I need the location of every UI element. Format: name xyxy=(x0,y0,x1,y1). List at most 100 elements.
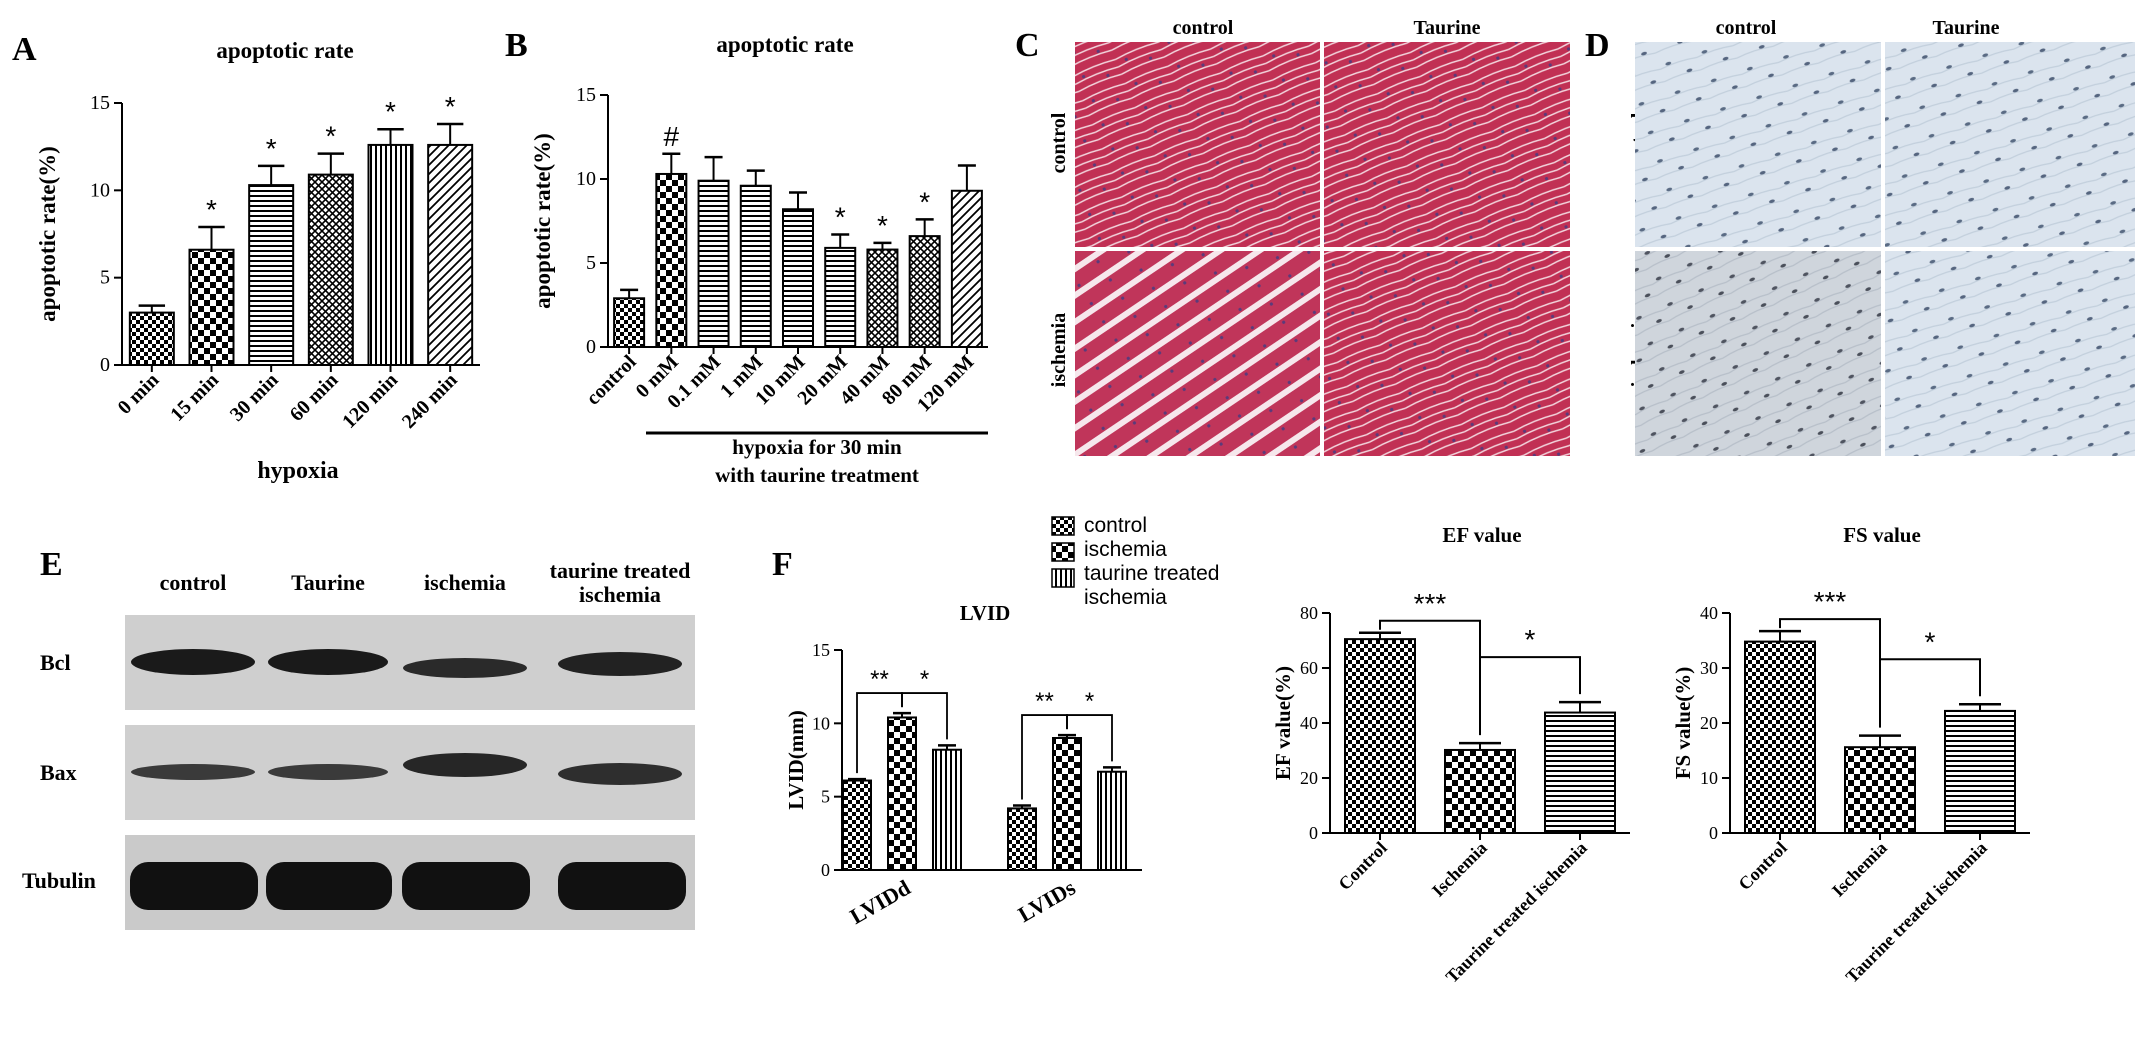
blot-band-bax-control xyxy=(131,764,255,780)
micrograph-ihc-control-control xyxy=(1635,42,1881,247)
significance-marker: * xyxy=(877,210,888,241)
micrograph-he-control-ischemia xyxy=(1075,251,1320,456)
legend-label: taurine treated xyxy=(1084,562,1219,585)
y-tick-label: 0 xyxy=(1709,823,1718,843)
bar xyxy=(188,248,235,366)
blot-band-bcl-taurine xyxy=(268,649,388,675)
x-tick-label: Control xyxy=(1734,838,1790,894)
bar xyxy=(128,311,175,367)
chart-f-ef-value: 0 20 40 60 80 EF value EF value(%) Control Ische… xyxy=(1271,523,1630,987)
bar xyxy=(1052,737,1082,871)
panel-letter-c: C xyxy=(1015,27,1040,64)
significance-label: * xyxy=(1085,688,1094,715)
y-tick-label: 20 xyxy=(1700,713,1718,733)
panel-letter-f: F xyxy=(772,546,793,583)
bar xyxy=(367,143,414,366)
micrograph-ihc-control-ischemia xyxy=(1635,251,1881,456)
legend-label: ischemia xyxy=(1084,586,1167,609)
significance-label: * xyxy=(1525,624,1536,655)
bar xyxy=(950,189,983,348)
bar xyxy=(613,297,646,348)
y-tick-label: 0 xyxy=(586,336,596,358)
panel-d-col-label-control: control xyxy=(1716,17,1777,39)
y-tick-label: 15 xyxy=(812,640,830,660)
bar xyxy=(1097,770,1127,872)
chart-a-apoptotic-rate-hypoxia: 0 5 10 15 apoptotic rate apoptotic rate(%) 0 m… xyxy=(35,38,480,484)
blot-band-bax-ischemia xyxy=(403,753,527,777)
bar xyxy=(782,208,814,348)
y-tick-label: 0 xyxy=(100,354,110,376)
blot-band-tubulin-taurine xyxy=(266,862,392,910)
y-tick-label: 40 xyxy=(1700,603,1718,623)
y-tick-label: 0 xyxy=(1309,823,1318,843)
y-tick-label: 10 xyxy=(90,179,110,201)
y-axis-label: FS value(%) xyxy=(1671,667,1695,780)
legend-label: ischemia xyxy=(1084,538,1167,561)
legend-label: control xyxy=(1084,514,1147,537)
x-tick-label: 0 min xyxy=(114,369,164,419)
x-tick-label: 240 min xyxy=(398,369,462,433)
chart-title: apoptotic rate xyxy=(716,32,853,57)
x-tick-label: 30 min xyxy=(226,369,283,426)
significance-marker: * xyxy=(835,201,846,232)
bar xyxy=(307,173,354,366)
significance-bracket xyxy=(1479,656,1581,734)
y-tick-label: 10 xyxy=(576,168,596,190)
blot-band-bax-treated xyxy=(558,763,682,785)
x-tick-label: control xyxy=(582,351,641,410)
bar xyxy=(1744,640,1816,834)
significance-label: ** xyxy=(1035,688,1054,715)
bar xyxy=(427,143,474,366)
blot-col-label-taurine-treated-ischemia: ischemia xyxy=(579,582,661,607)
bar xyxy=(1944,709,2016,835)
bar xyxy=(824,246,857,349)
y-tick-label: 60 xyxy=(1300,658,1318,678)
panel-letter-b: B xyxy=(505,27,528,64)
x-tick-label: Ischemia xyxy=(1428,838,1491,901)
bar xyxy=(932,748,962,872)
y-tick-label: 5 xyxy=(821,787,830,807)
y-tick-label: 5 xyxy=(100,267,110,289)
y-tick-label: 5 xyxy=(586,252,596,274)
x-tick-label: Ischemia xyxy=(1828,838,1891,901)
x-tick-label: 120 min xyxy=(338,369,402,433)
significance-bracket xyxy=(901,692,948,740)
bar xyxy=(1444,748,1516,835)
x-tick-label: LVIDd xyxy=(846,875,915,929)
x-axis-label: hypoxia xyxy=(257,458,338,484)
panel-e-western-blot: control Taurine ischemia taurine treated… xyxy=(22,558,695,930)
significance-label: ** xyxy=(870,666,889,693)
significance-bracket xyxy=(1879,658,1981,726)
blot-band-bcl-ischemia xyxy=(403,658,527,678)
chart-title: LVID xyxy=(960,601,1011,625)
blot-band-bcl-treated xyxy=(558,652,682,676)
panel-letter-e: E xyxy=(40,546,63,583)
blot-col-label-ischemia: ischemia xyxy=(424,570,506,595)
y-tick-label: 15 xyxy=(576,84,596,106)
micrograph-he-taurine-ischemia xyxy=(1324,251,1570,456)
blot-row-label-bax: Bax xyxy=(40,760,77,785)
x-tick-label: LVIDs xyxy=(1014,874,1080,927)
blot-band-bcl-control xyxy=(131,649,255,675)
significance-marker: * xyxy=(445,91,456,122)
blot-col-label-taurine: Taurine xyxy=(291,570,365,595)
chart-title: FS value xyxy=(1843,523,1921,547)
chart-title: apoptotic rate xyxy=(216,38,353,63)
blot-band-tubulin-treated xyxy=(558,862,686,910)
bar xyxy=(1544,711,1616,834)
bar xyxy=(908,235,941,348)
blot-col-label-control: control xyxy=(160,570,227,595)
y-tick-label: 30 xyxy=(1700,658,1718,678)
micrograph-he-taurine-control xyxy=(1324,42,1570,247)
significance-label: * xyxy=(1925,626,1936,657)
bar xyxy=(655,172,688,348)
blot-band-bax-taurine xyxy=(268,764,388,780)
y-axis-label: apoptotic rate(%) xyxy=(530,133,555,309)
bar xyxy=(842,779,872,871)
significance-bracket xyxy=(1066,714,1113,762)
significance-marker: * xyxy=(266,133,277,164)
blot-row-label-bcl: Bcl xyxy=(40,650,71,675)
chart-b-apoptotic-rate-taurine: 0 5 10 15 apoptotic rate apoptotic rate(%) con… xyxy=(530,32,988,487)
panel-letter-a: A xyxy=(12,31,37,68)
significance-label: *** xyxy=(1414,588,1447,619)
